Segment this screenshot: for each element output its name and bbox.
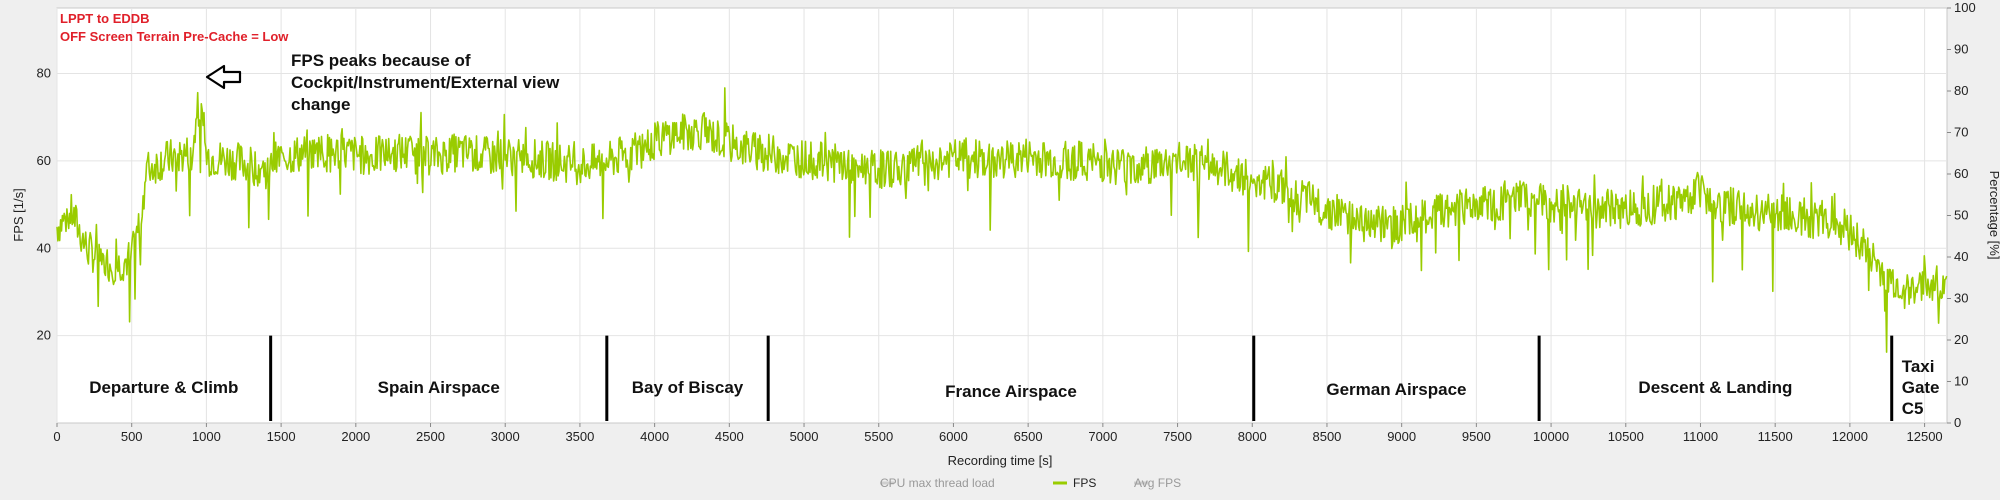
- y2-tick-label: 100: [1954, 0, 1976, 15]
- y-axis-title: FPS [1/s]: [11, 188, 26, 241]
- x-tick-label: 4500: [715, 429, 744, 444]
- fps-line: [56, 87, 1948, 353]
- x-tick-label: 0: [53, 429, 60, 444]
- grid: [56, 8, 1947, 423]
- plot-area: [56, 7, 1948, 424]
- x-tick-label: 9000: [1387, 429, 1416, 444]
- y-tick-label: 80: [37, 66, 51, 81]
- chart-note: LPPT to EDDB: [60, 11, 150, 26]
- y2-tick-label: 0: [1954, 415, 1961, 430]
- x-axis-title: Recording time [s]: [948, 453, 1053, 468]
- phase-label: France Airspace: [945, 382, 1077, 401]
- x-tick-label: 2000: [341, 429, 370, 444]
- x-tick-label: 10500: [1608, 429, 1644, 444]
- y-tick-label: 20: [37, 328, 51, 343]
- legend-label: Avg FPS: [1134, 476, 1181, 490]
- y2-tick-label: 20: [1954, 332, 1968, 347]
- x-ticks: 0 500 1000 1500 2000 2500 3000 3500 4000 4500 5000…: [53, 423, 1943, 444]
- x-tick-label: 5000: [790, 429, 819, 444]
- y2-tick-label: 50: [1954, 208, 1968, 223]
- x-tick-label: 11500: [1758, 429, 1793, 444]
- series-layer: [56, 87, 1948, 353]
- x-tick-label: 7000: [1088, 429, 1117, 444]
- x-tick-label: 10000: [1533, 429, 1569, 444]
- phase-label: German Airspace: [1326, 380, 1466, 399]
- y2-ticks: 0 10 20 30 40 50 60 70 80 90 100: [1947, 0, 1976, 430]
- y2-tick-label: 40: [1954, 249, 1968, 264]
- phase-layer: Departure & Climb Spain Airspace Bay of Bi…: [89, 335, 1940, 421]
- annotation: FPS peaks because of Cockpit/Instrument/E…: [205, 51, 560, 114]
- phase-label: Departure & Climb: [89, 378, 238, 397]
- y2-tick-label: 80: [1954, 83, 1968, 98]
- annotation-arrow-icon: [205, 64, 242, 90]
- notes: LPPT to EDDB OFF Screen Terrain Pre-Cache…: [60, 11, 289, 44]
- annotation-text: Cockpit/Instrument/External view: [291, 73, 560, 92]
- x-tick-label: 7500: [1163, 429, 1192, 444]
- phase-label: Descent & Landing: [1638, 378, 1792, 397]
- y2-tick-label: 30: [1954, 291, 1968, 306]
- x-tick-label: 6000: [939, 429, 968, 444]
- phase-label: Spain Airspace: [378, 378, 500, 397]
- phase-label: C5: [1902, 399, 1924, 418]
- y-tick-label: 40: [37, 240, 51, 255]
- x-tick-label: 11000: [1683, 429, 1718, 444]
- y2-tick-label: 10: [1954, 374, 1968, 389]
- x-tick-label: 12500: [1907, 429, 1943, 444]
- x-tick-label: 4000: [640, 429, 669, 444]
- y2-tick-label: 90: [1954, 42, 1968, 57]
- y2-tick-label: 70: [1954, 125, 1968, 140]
- x-tick-label: 500: [121, 429, 143, 444]
- x-tick-label: 1500: [267, 429, 296, 444]
- x-tick-label: 8500: [1312, 429, 1341, 444]
- x-tick-label: 3500: [565, 429, 594, 444]
- legend: CPU max thread load FPS Avg FPS: [880, 476, 1181, 490]
- x-tick-label: 9500: [1462, 429, 1491, 444]
- legend-label: FPS: [1073, 476, 1096, 490]
- phase-label: Gate: [1902, 378, 1940, 397]
- x-tick-label: 2500: [416, 429, 445, 444]
- x-tick-label: 8000: [1238, 429, 1267, 444]
- annotation-text: FPS peaks because of: [291, 51, 471, 70]
- phase-label: Bay of Biscay: [632, 378, 744, 397]
- chart-note: OFF Screen Terrain Pre-Cache = Low: [60, 29, 289, 44]
- x-tick-label: 5500: [864, 429, 893, 444]
- y2-axis-title: Percentage [%]: [1987, 171, 2000, 260]
- x-tick-label: 12000: [1832, 429, 1868, 444]
- x-tick-label: 6500: [1014, 429, 1043, 444]
- y-ticks: 20 40 60 80: [37, 66, 51, 343]
- phase-label: Taxi: [1902, 357, 1935, 376]
- annotation-text: change: [291, 95, 351, 114]
- legend-label: CPU max thread load: [880, 476, 995, 490]
- y2-tick-label: 60: [1954, 166, 1968, 181]
- y-tick-label: 60: [37, 153, 51, 168]
- x-tick-label: 1000: [192, 429, 221, 444]
- x-tick-label: 3000: [491, 429, 520, 444]
